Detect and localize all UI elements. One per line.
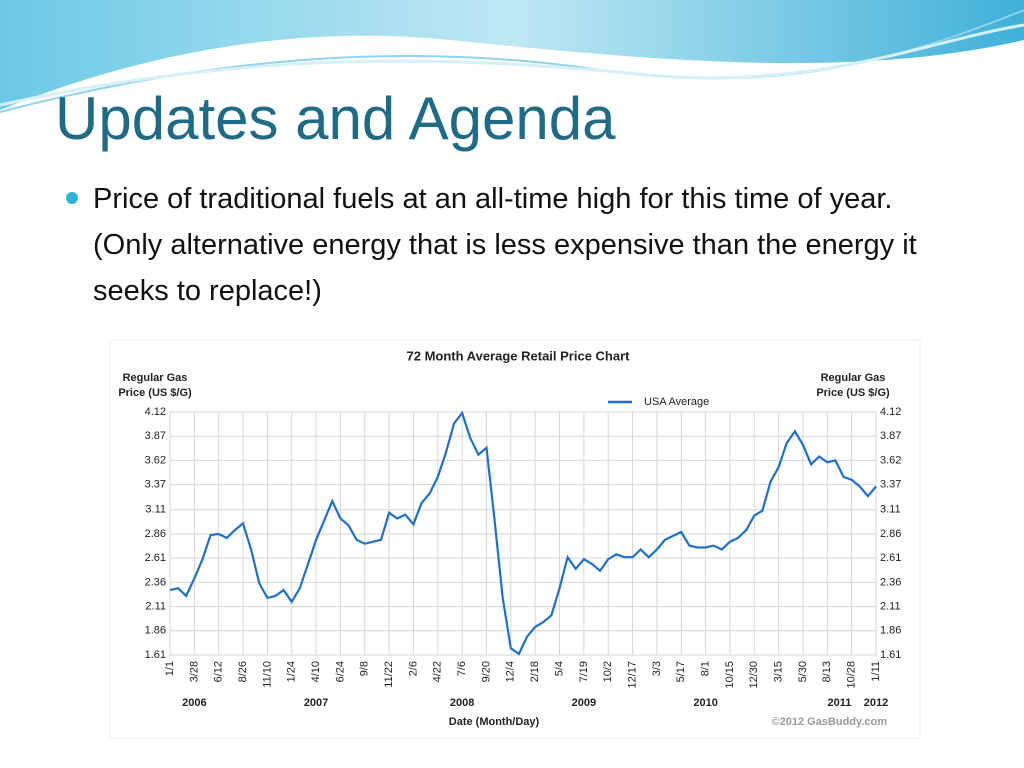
x-tick-label: 10/2 <box>602 661 614 682</box>
x-tick-label: 3/15 <box>773 661 785 682</box>
x-tick-label: 2/18 <box>529 661 541 682</box>
y2-tick-label: 2.11 <box>880 600 901 612</box>
x-tick-label: 12/17 <box>626 661 638 689</box>
y2-tick-label: 3.37 <box>880 479 901 491</box>
legend-label: USA Average <box>644 396 709 408</box>
x-tick-label: 10/28 <box>846 661 858 689</box>
y2-axis-title: Regular Gas <box>821 372 886 384</box>
bullet-text: Price of traditional fuels at an all-tim… <box>93 183 925 307</box>
y2-tick-label: 2.61 <box>880 552 901 564</box>
year-label: 2011 <box>828 697 852 709</box>
x-tick-label: 8/13 <box>821 661 833 682</box>
year-label: 2010 <box>693 697 717 709</box>
x-tick-label: 1/11 <box>870 661 882 682</box>
x-tick-label: 7/19 <box>578 661 590 682</box>
credit: ©2012 GasBuddy.com <box>772 716 888 728</box>
y-axis-title: Regular Gas <box>123 372 188 384</box>
y-tick-label: 1.61 <box>145 649 166 661</box>
x-tick-label: 1/1 <box>164 661 176 676</box>
y-tick-label: 2.61 <box>145 552 166 564</box>
y-tick-label: 3.62 <box>145 454 166 466</box>
x-tick-label: 5/30 <box>797 661 809 682</box>
x-tick-label: 5/17 <box>675 661 687 682</box>
y2-tick-label: 2.86 <box>880 528 901 540</box>
x-tick-label: 9/8 <box>359 661 371 676</box>
y-tick-label: 4.12 <box>145 406 166 418</box>
year-label: 2009 <box>572 697 596 709</box>
x-tick-label: 9/20 <box>480 661 492 682</box>
y2-tick-label: 3.87 <box>880 430 901 442</box>
x-tick-label: 1/24 <box>286 661 298 682</box>
x-tick-label: 5/4 <box>553 661 565 676</box>
x-tick-label: 8/1 <box>699 661 711 676</box>
y2-tick-label: 1.61 <box>880 649 901 661</box>
data-line <box>169 410 877 656</box>
x-tick-label: 3/3 <box>651 661 663 676</box>
slide-title: Updates and Agenda <box>55 85 616 152</box>
x-tick-label: 4/22 <box>432 661 444 682</box>
x-tick-label: 2/6 <box>407 661 419 676</box>
x-tick-label: 11/22 <box>383 661 395 688</box>
y-tick-label: 2.86 <box>145 528 166 540</box>
y2-axis-title: Price (US $/G) <box>816 387 890 399</box>
y2-tick-label: 4.12 <box>880 406 901 418</box>
y-tick-label: 2.11 <box>145 600 166 612</box>
x-axis-title: Date (Month/Day) <box>449 716 540 728</box>
x-tick-label: 6/12 <box>213 661 225 682</box>
x-tick-label: 7/6 <box>456 661 468 676</box>
y-tick-label: 2.36 <box>145 576 166 588</box>
year-label: 2006 <box>182 697 206 709</box>
y-tick-label: 1.86 <box>145 625 166 637</box>
x-tick-label: 3/28 <box>188 661 200 682</box>
y-tick-label: 3.37 <box>145 479 166 491</box>
y2-tick-label: 2.36 <box>880 576 901 588</box>
y-axis-title: Price (US $/G) <box>118 387 192 399</box>
x-tick-label: 6/24 <box>334 661 346 682</box>
year-label: 2012 <box>864 697 888 709</box>
x-tick-label: 12/30 <box>748 661 760 689</box>
wave-line <box>0 23 1024 107</box>
x-tick-label: 8/26 <box>237 661 249 682</box>
wave <box>0 0 1024 110</box>
x-tick-label: 10/15 <box>724 661 736 689</box>
y-tick-label: 3.11 <box>145 504 166 516</box>
y2-tick-label: 3.11 <box>880 504 901 516</box>
y2-tick-label: 3.62 <box>880 454 901 466</box>
chart-title: 72 Month Average Retail Price Chart <box>407 348 631 363</box>
year-label: 2008 <box>450 697 474 709</box>
bullet-dot <box>66 192 78 204</box>
year-label: 2007 <box>304 697 328 709</box>
x-tick-label: 11/10 <box>261 661 273 688</box>
y-tick-label: 3.87 <box>145 430 166 442</box>
x-tick-label: 12/4 <box>505 661 517 682</box>
x-tick-label: 4/10 <box>310 661 322 682</box>
y2-tick-label: 1.86 <box>880 625 901 637</box>
